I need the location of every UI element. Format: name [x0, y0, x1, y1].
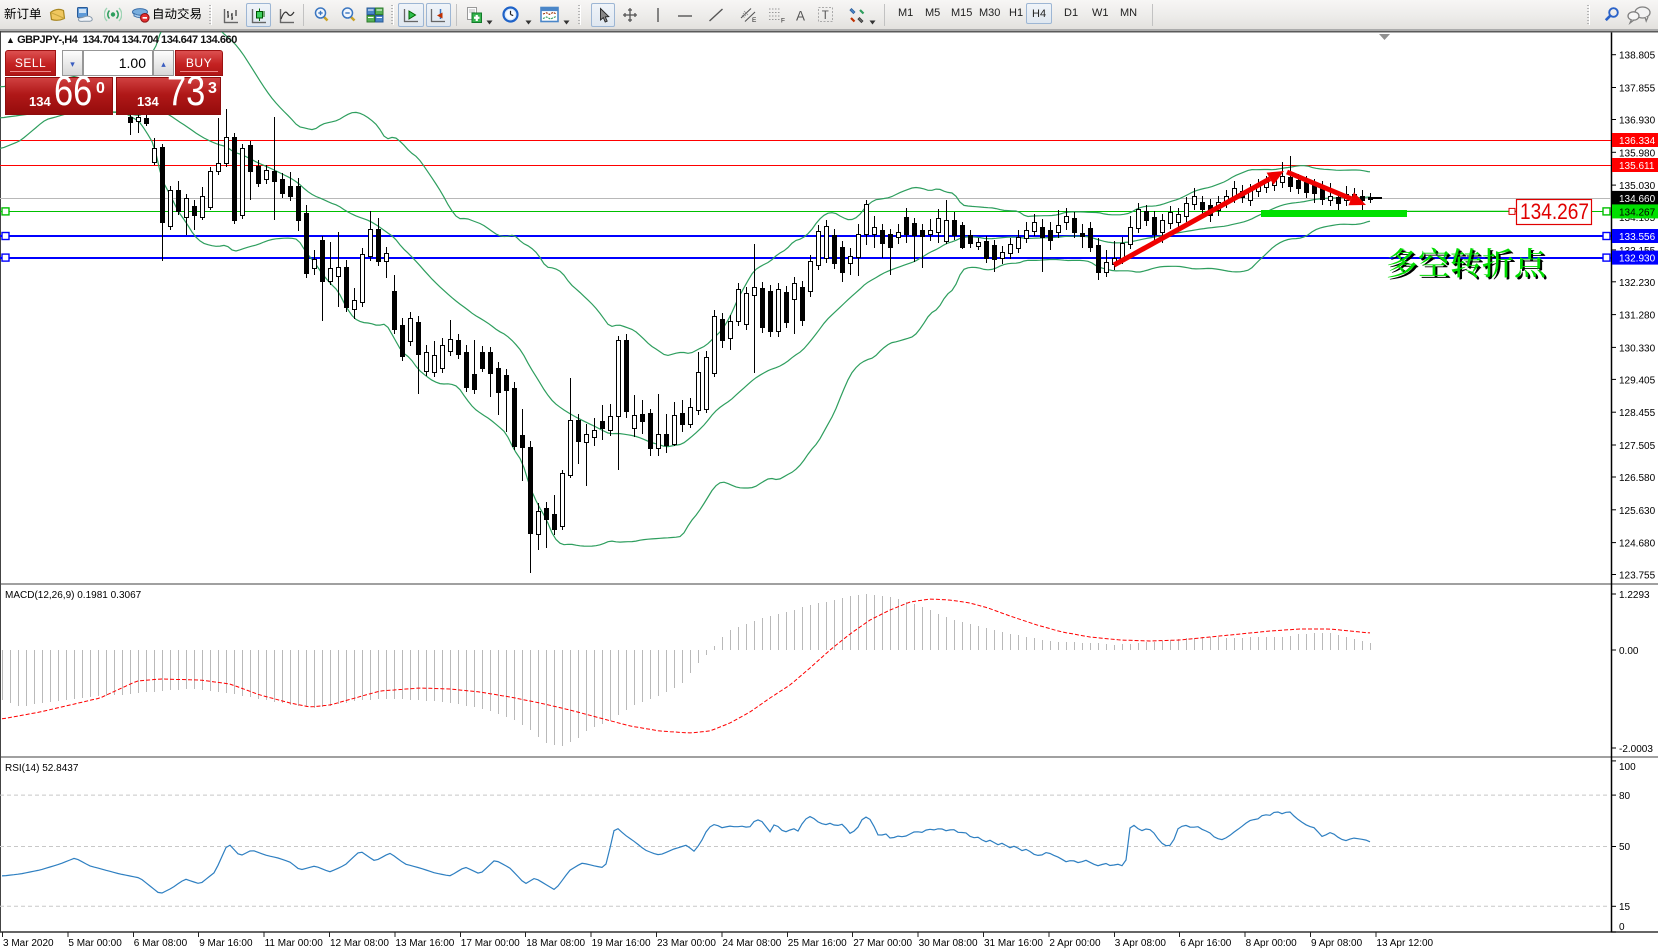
svg-text:E: E — [752, 17, 757, 23]
svg-text:1.2293: 1.2293 — [1619, 590, 1650, 601]
svg-text:A: A — [796, 9, 805, 24]
svg-text:136.930: 136.930 — [1619, 116, 1656, 127]
svg-text:5 Mar 00:00: 5 Mar 00:00 — [68, 938, 122, 949]
svg-text:134.267: 134.267 — [1619, 207, 1656, 218]
svg-text:128.455: 128.455 — [1619, 408, 1656, 419]
svg-text:23 Mar 00:00: 23 Mar 00:00 — [657, 938, 716, 949]
svg-text:134.660: 134.660 — [1619, 194, 1656, 205]
svg-text:124.680: 124.680 — [1619, 539, 1656, 550]
svg-text:135.030: 135.030 — [1619, 181, 1656, 192]
svg-text:132.930: 132.930 — [1619, 254, 1656, 265]
svg-text:130.330: 130.330 — [1619, 343, 1656, 354]
svg-text:134.267: 134.267 — [1520, 199, 1589, 224]
svg-text:9 Apr 08:00: 9 Apr 08:00 — [1311, 938, 1363, 949]
svg-text:8 Apr 00:00: 8 Apr 00:00 — [1246, 938, 1298, 949]
svg-text:19 Mar 16:00: 19 Mar 16:00 — [592, 938, 651, 949]
svg-text:27 Mar 00:00: 27 Mar 00:00 — [853, 938, 912, 949]
svg-text:127.505: 127.505 — [1619, 441, 1656, 452]
svg-text:13 Apr 12:00: 13 Apr 12:00 — [1376, 938, 1433, 949]
svg-text:13 Mar 16:00: 13 Mar 16:00 — [395, 938, 454, 949]
svg-text:9 Mar 16:00: 9 Mar 16:00 — [199, 938, 253, 949]
svg-text:11 Mar 00:00: 11 Mar 00:00 — [265, 938, 324, 949]
svg-text:137.855: 137.855 — [1619, 84, 1656, 95]
svg-text:132.230: 132.230 — [1619, 278, 1656, 289]
svg-text:2 Apr 00:00: 2 Apr 00:00 — [1049, 938, 1101, 949]
svg-text:123.755: 123.755 — [1619, 571, 1656, 582]
svg-text:3 Mar 2020: 3 Mar 2020 — [3, 938, 54, 949]
svg-text:30 Mar 08:00: 30 Mar 08:00 — [919, 938, 978, 949]
svg-text:133.556: 133.556 — [1619, 232, 1656, 243]
svg-text:0.00: 0.00 — [1619, 646, 1639, 657]
svg-text:134.105: 134.105 — [1619, 213, 1656, 224]
svg-text:-2.0003: -2.0003 — [1619, 744, 1653, 755]
svg-text:100: 100 — [1619, 762, 1636, 773]
svg-text:50: 50 — [1619, 842, 1631, 853]
svg-text:15: 15 — [1619, 902, 1631, 913]
svg-text:31 Mar 16:00: 31 Mar 16:00 — [984, 938, 1043, 949]
svg-text:6 Mar 08:00: 6 Mar 08:00 — [134, 938, 188, 949]
svg-text:MACD(12,26,9) 0.1981 0.3067: MACD(12,26,9) 0.1981 0.3067 — [5, 590, 142, 601]
svg-text:T: T — [822, 10, 829, 22]
svg-text:138.805: 138.805 — [1619, 51, 1656, 62]
svg-text:F: F — [781, 18, 785, 24]
svg-text:3 Apr 08:00: 3 Apr 08:00 — [1115, 938, 1167, 949]
svg-text:25 Mar 16:00: 25 Mar 16:00 — [788, 938, 847, 949]
svg-text:126.580: 126.580 — [1619, 473, 1656, 484]
svg-text:0: 0 — [1619, 922, 1625, 933]
svg-text:18 Mar 08:00: 18 Mar 08:00 — [526, 938, 585, 949]
svg-text:125.630: 125.630 — [1619, 506, 1656, 517]
svg-text:129.405: 129.405 — [1619, 375, 1656, 386]
svg-text:131.280: 131.280 — [1619, 311, 1656, 322]
svg-text:80: 80 — [1619, 791, 1631, 802]
svg-text:24 Mar 08:00: 24 Mar 08:00 — [722, 938, 781, 949]
svg-text:135.980: 135.980 — [1619, 148, 1656, 159]
svg-text:12 Mar 08:00: 12 Mar 08:00 — [330, 938, 389, 949]
svg-text:6 Apr 16:00: 6 Apr 16:00 — [1180, 938, 1232, 949]
svg-text:RSI(14) 52.8437: RSI(14) 52.8437 — [5, 763, 79, 774]
svg-text:136.334: 136.334 — [1619, 136, 1656, 147]
svg-text:17 Mar 00:00: 17 Mar 00:00 — [461, 938, 520, 949]
svg-text:135.611: 135.611 — [1619, 161, 1655, 172]
